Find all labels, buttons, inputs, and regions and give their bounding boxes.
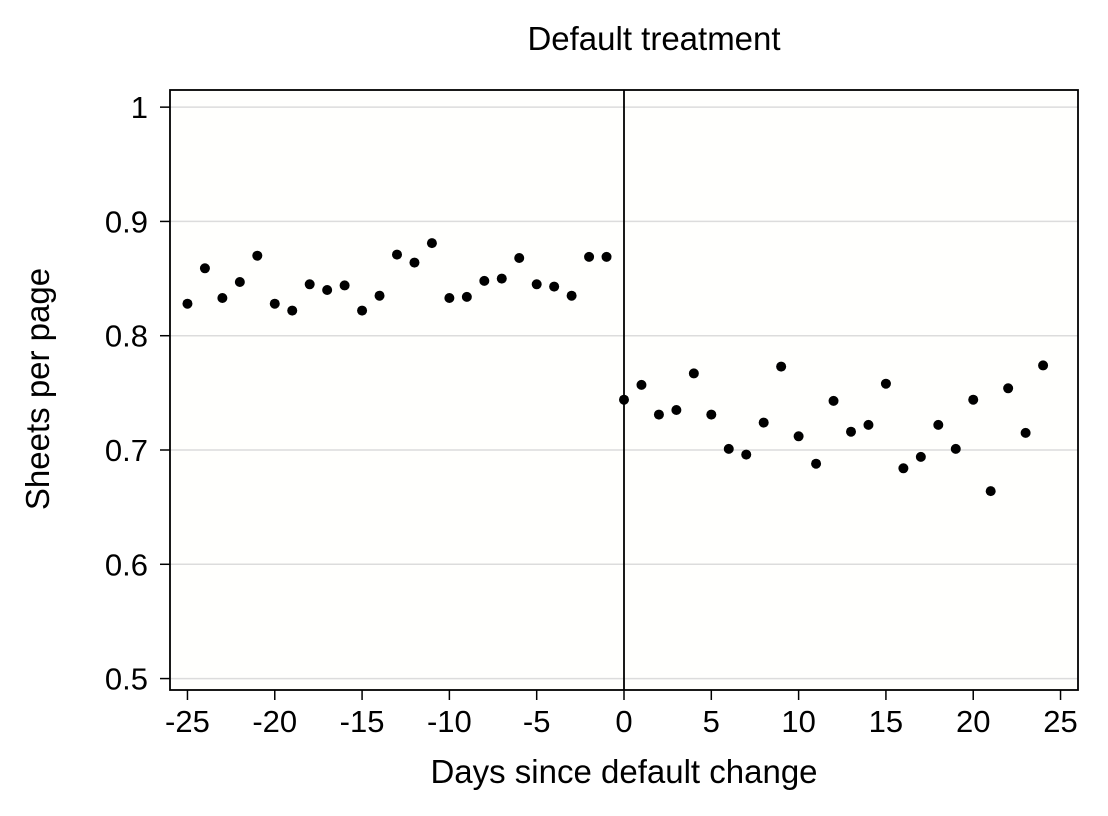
x-tick-label: 15 (869, 704, 903, 739)
data-point (496, 273, 507, 284)
x-tick-label: 5 (703, 704, 720, 739)
data-point (444, 293, 455, 303)
data-point (776, 361, 787, 372)
data-point (322, 285, 333, 295)
x-tick-label: -15 (340, 704, 385, 739)
data-point (339, 280, 350, 291)
data-point (514, 253, 525, 263)
data-point (863, 419, 874, 430)
x-tick-label: 20 (956, 704, 990, 739)
data-point (461, 291, 472, 302)
x-tick-label: -5 (523, 704, 551, 739)
y-tick-label: 0.6 (105, 547, 148, 582)
data-point (1003, 383, 1014, 394)
data-point (741, 449, 752, 460)
x-tick-label: 25 (1043, 704, 1077, 739)
data-point (688, 368, 699, 379)
data-point (811, 458, 822, 469)
data-point (1038, 360, 1049, 371)
chart-title: Default treatment (527, 20, 781, 57)
data-point (828, 395, 839, 406)
y-tick-label: 0.5 (105, 662, 148, 697)
data-point (915, 451, 926, 462)
data-point (636, 379, 647, 390)
data-point (723, 443, 734, 454)
data-point (252, 250, 263, 261)
data-point (950, 443, 961, 454)
x-tick-label: 0 (615, 704, 632, 739)
data-point (217, 293, 228, 303)
x-axis-label: Days since default change (430, 753, 817, 790)
data-point (479, 275, 490, 286)
data-point (392, 249, 402, 260)
x-tick-label: -10 (427, 704, 472, 739)
x-tick-label: 10 (781, 704, 815, 739)
y-axis: 0.5 0.6 0.7 0.8 0.9 1 (105, 90, 170, 697)
data-point (549, 281, 560, 292)
data-point (985, 486, 996, 497)
x-tick-label: -25 (165, 704, 210, 739)
data-point (566, 290, 577, 301)
y-tick-label: 0.8 (105, 319, 148, 354)
data-point (182, 298, 193, 309)
data-point (287, 305, 298, 316)
data-point (357, 305, 368, 316)
data-point (880, 378, 891, 389)
data-point (758, 417, 769, 428)
data-point (531, 279, 542, 290)
data-point (898, 463, 909, 474)
data-point (846, 426, 856, 437)
data-point (619, 394, 629, 405)
data-point (933, 419, 944, 430)
y-axis-label: Sheets per page (19, 268, 56, 510)
data-point (601, 251, 612, 262)
x-axis: -25 -20 -15 -10 -5 0 5 10 15 20 25 (165, 690, 1078, 739)
data-point (304, 279, 315, 290)
data-point (374, 290, 385, 301)
data-point (1020, 427, 1031, 438)
data-point (234, 277, 245, 287)
data-point (671, 405, 682, 415)
data-point (968, 394, 979, 405)
data-point (409, 257, 420, 268)
y-tick-label: 0.9 (105, 204, 148, 239)
data-point (269, 298, 280, 309)
y-tick-label: 1 (131, 90, 148, 125)
data-points (182, 238, 1049, 497)
data-point (199, 263, 210, 274)
y-tick-label: 0.7 (105, 433, 148, 468)
x-tick-label: -20 (252, 704, 297, 739)
data-point (426, 238, 437, 249)
data-point (653, 409, 664, 420)
data-point (793, 431, 804, 442)
data-point (706, 409, 717, 420)
data-point (584, 251, 595, 262)
